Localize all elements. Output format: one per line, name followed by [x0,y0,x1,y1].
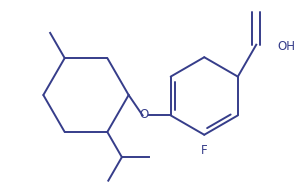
Text: OH: OH [277,40,296,53]
Text: F: F [201,144,208,157]
Text: O: O [139,108,148,121]
